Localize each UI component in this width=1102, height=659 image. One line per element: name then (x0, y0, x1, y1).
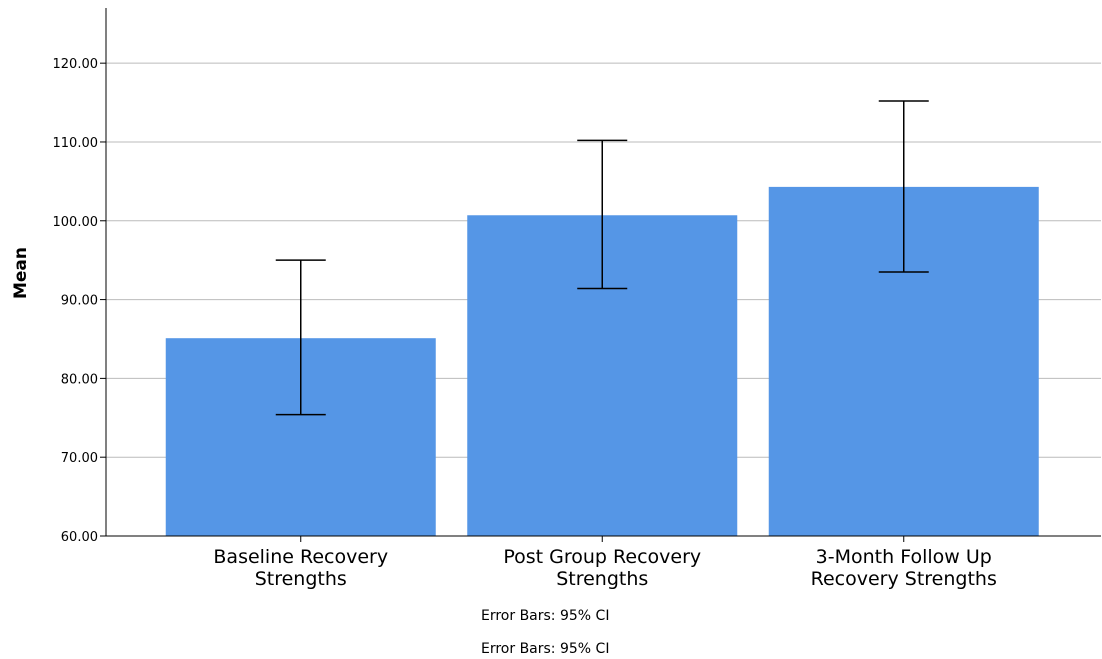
x-category-label: Strengths (556, 568, 648, 590)
error-bars-footnote: Error Bars: 95% CI (481, 608, 609, 624)
x-category-label: Strengths (255, 568, 347, 590)
x-category-label: Baseline Recovery (213, 546, 388, 568)
y-axis-title: Mean (11, 247, 31, 299)
x-category-label: Post Group Recovery (503, 546, 701, 568)
y-tick-label: 120.00 (53, 57, 99, 72)
y-tick-label: 110.00 (53, 136, 99, 151)
y-tick-label: 100.00 (53, 215, 99, 230)
error-bars-footnote: Error Bars: 95% CI (481, 641, 609, 657)
x-category-label: 3-Month Follow Up (816, 546, 992, 568)
error-bars (275, 100, 929, 416)
y-tick-label: 80.00 (61, 372, 98, 387)
x-category-label: Recovery Strengths (811, 568, 997, 590)
y-tick-label: 90.00 (61, 294, 98, 309)
y-tick-labels: 60.00 70.00 80.00 90.00 100.00 110.00 120.00 (53, 57, 106, 545)
axes (105, 8, 1101, 537)
y-tick-label: 60.00 (61, 530, 98, 545)
y-tick-label: 70.00 (61, 451, 98, 466)
